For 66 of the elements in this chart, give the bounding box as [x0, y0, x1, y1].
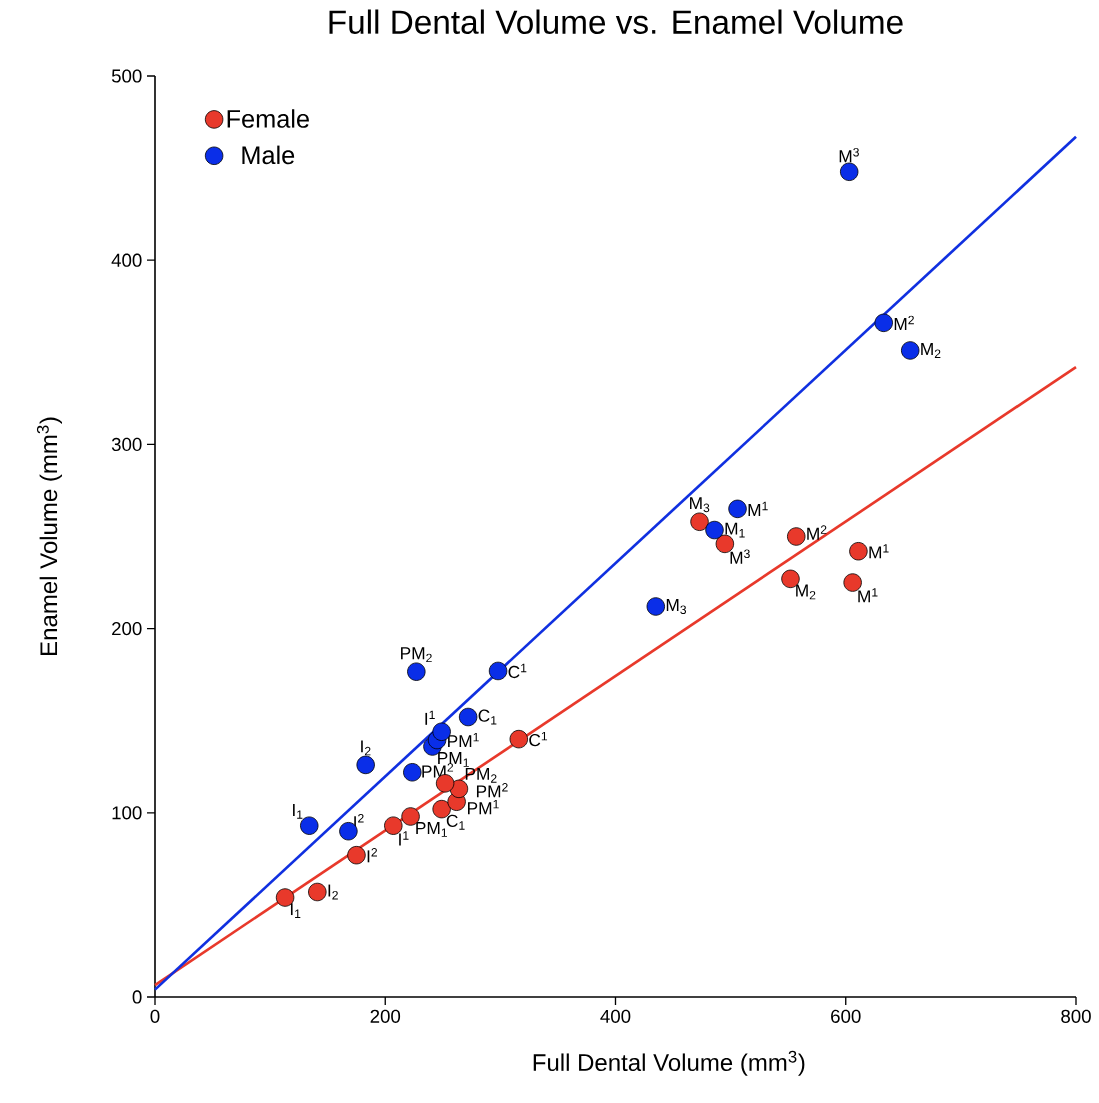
point: [728, 499, 747, 519]
x-axis-title: Full Dental Volume (mm$^{3}$): [533, 1050, 805, 1076]
point: [901, 341, 920, 360]
annotation: M$_{1}$: [725, 522, 745, 538]
annotation: PM$^{1}$: [448, 732, 479, 748]
point: [407, 662, 426, 681]
annotation: I$^{1}$: [399, 831, 409, 846]
annotation: C$^{1}$: [508, 663, 527, 679]
legend-label: Female: [227, 109, 309, 128]
y-tick-label: 200: [112, 621, 142, 636]
x-tick-label: 0: [150, 1009, 160, 1023]
annotation: PM$^{1}$: [468, 800, 499, 815]
y-axis-title: Enamel Volume (mm$^{3}$): [36, 417, 62, 655]
annotation: M$_{3}$: [690, 497, 710, 513]
point: [488, 661, 508, 681]
annotation: I$_{1}$: [293, 804, 303, 819]
point: [458, 707, 478, 727]
x-tick-label: 400: [600, 1009, 631, 1023]
annotation: C$^{1}$: [529, 731, 548, 747]
annotation: PM$_{1}$: [416, 822, 447, 837]
point: [849, 542, 868, 561]
point: [275, 888, 295, 907]
point: [449, 779, 469, 799]
point: [787, 527, 806, 546]
y-tick-label: 500: [111, 69, 142, 83]
annotation: C$_{1}$: [478, 709, 497, 725]
point: [843, 573, 862, 592]
annotation: M$^{2}$: [894, 315, 914, 330]
x-tick-label: 800: [1061, 1009, 1091, 1023]
point: [308, 882, 327, 902]
annotation: I$_{2}$: [361, 740, 371, 756]
y-tick-label: 400: [111, 253, 142, 267]
y-tick-label: 0: [132, 990, 142, 1004]
annotation: M$_{3}$: [666, 599, 687, 615]
y-tick-label: 100: [112, 806, 142, 820]
point: [646, 597, 665, 616]
x-tick-label: 200: [370, 1009, 401, 1023]
y-tick-label: 300: [111, 437, 142, 452]
annotation: M$^{3}$: [730, 549, 750, 564]
annotation: M$^{3}$: [839, 147, 859, 163]
chart-title: Full Dental Volume vs. Enamel Volume: [329, 9, 903, 34]
point: [347, 845, 366, 865]
annotation: M$^{1}$: [748, 501, 768, 516]
point: [339, 822, 358, 841]
annotation: M$_{2}$: [921, 343, 941, 358]
point: [874, 313, 893, 333]
annotation: M$_{2}$: [796, 584, 816, 600]
annotation: PM$_{2}$: [401, 647, 432, 663]
annotation: I$^{1}$: [425, 710, 435, 725]
point: [705, 520, 724, 540]
annotation: I$^{2}$: [367, 848, 378, 863]
point: [356, 755, 375, 775]
point: [384, 816, 403, 835]
annotation: PM$^{2}$: [476, 783, 508, 798]
annotation: M$^{2}$: [807, 525, 827, 540]
annotation: I$_{1}$: [290, 903, 301, 918]
annotation: C$_{1}$: [446, 814, 465, 830]
annotation: M$^{1}$: [869, 544, 889, 559]
point: [690, 512, 709, 531]
annotation: I$_{2}$: [328, 884, 338, 900]
point: [840, 162, 859, 181]
legend-label: Male: [242, 145, 295, 165]
point: [509, 729, 528, 749]
x-tick-label: 600: [831, 1009, 861, 1023]
point: [403, 763, 422, 782]
annotation: M$^{1}$: [858, 588, 878, 603]
